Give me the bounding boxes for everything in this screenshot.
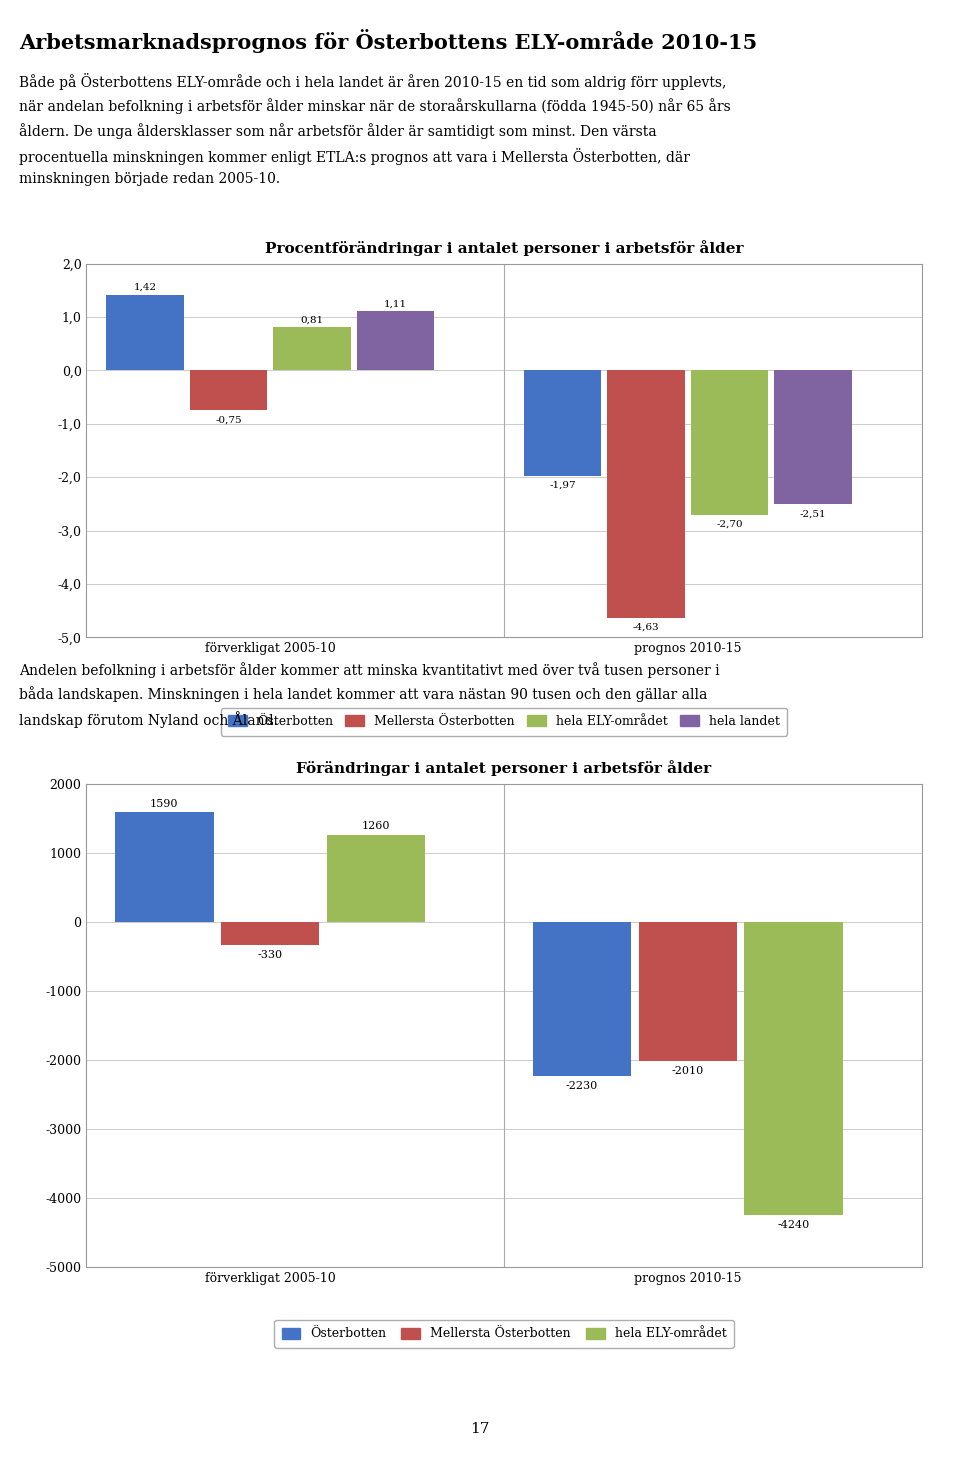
Bar <box>690 371 768 514</box>
Title: Förändringar i antalet personer i arbetsför ålder: Förändringar i antalet personer i arbets… <box>297 760 711 775</box>
Text: -4,63: -4,63 <box>633 623 660 631</box>
Text: -0,75: -0,75 <box>215 416 242 425</box>
Bar <box>533 921 631 1075</box>
Text: -2,70: -2,70 <box>716 520 743 529</box>
Text: -2,51: -2,51 <box>800 510 827 519</box>
Text: -1,97: -1,97 <box>549 481 576 489</box>
Text: 0,81: 0,81 <box>300 315 324 325</box>
Bar <box>115 812 213 921</box>
Text: 1,11: 1,11 <box>384 299 407 309</box>
Bar <box>326 835 425 921</box>
Bar <box>607 371 684 618</box>
Bar <box>273 327 350 371</box>
Text: Andelen befolkning i arbetsför ålder kommer att minska kvantitativt med över två: Andelen befolkning i arbetsför ålder kom… <box>19 662 720 728</box>
Text: -2230: -2230 <box>565 1081 598 1091</box>
Legend: Österbotten, Mellersta Österbotten, hela ELY-området, hela landet: Österbotten, Mellersta Österbotten, hela… <box>221 708 787 735</box>
Text: -2010: -2010 <box>672 1067 704 1077</box>
Text: -4240: -4240 <box>778 1220 809 1231</box>
Text: 1590: 1590 <box>150 798 179 809</box>
Text: 1260: 1260 <box>362 822 390 832</box>
Bar <box>744 921 843 1214</box>
Bar <box>638 921 737 1061</box>
Bar <box>221 921 320 945</box>
Text: -330: -330 <box>257 951 282 960</box>
Text: 17: 17 <box>470 1421 490 1436</box>
Text: Arbetsmarknadsprognos för Österbottens ELY-område 2010-15: Arbetsmarknadsprognos för Österbottens E… <box>19 29 757 53</box>
Text: 1,42: 1,42 <box>133 283 156 292</box>
Bar <box>356 311 434 371</box>
Bar <box>523 371 601 476</box>
Bar <box>774 371 852 504</box>
Bar <box>189 371 267 410</box>
Bar <box>106 294 183 371</box>
Legend: Österbotten, Mellersta Österbotten, hela ELY-området: Österbotten, Mellersta Österbotten, hela… <box>275 1320 733 1348</box>
Text: Både på Österbottens ELY-område och i hela landet är åren 2010-15 en tid som ald: Både på Österbottens ELY-område och i he… <box>19 73 731 186</box>
Title: Procentförändringar i antalet personer i arbetsför ålder: Procentförändringar i antalet personer i… <box>265 240 743 255</box>
